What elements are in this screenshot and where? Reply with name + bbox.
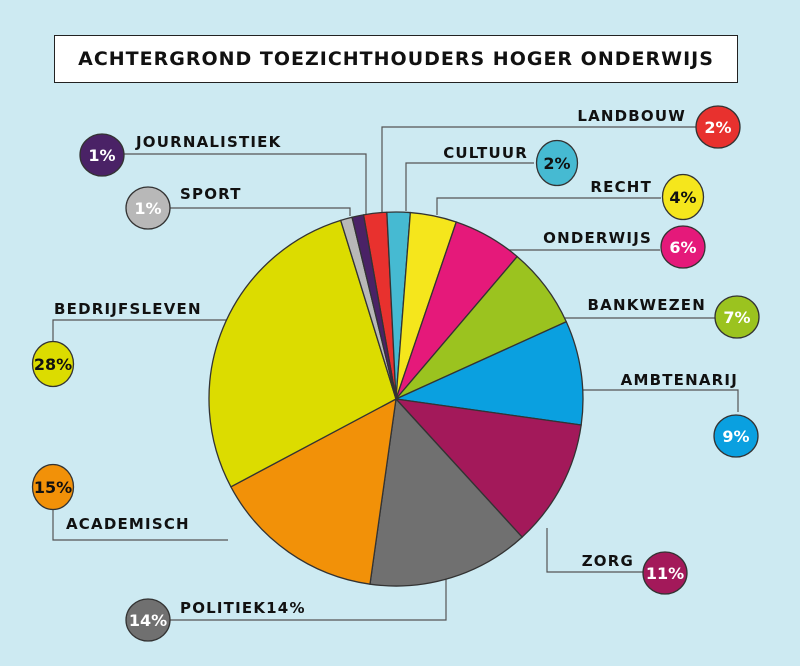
pie-slice-journalistiek [351,214,397,400]
leader-line-academisch [52,510,228,541]
pie-slice-ambtenarij [395,321,584,426]
slice-label-zorg: ZORG [582,552,634,570]
percent-label-journalistiek: 1% [88,146,115,165]
leader-line-politiek14 [170,577,447,621]
percent-label-bankwezen: 7% [723,308,750,327]
slice-labels: LANDBOUW 2% CULTUUR 2% RECHT 4% ONDERWIJS 6% BAN… [31,105,760,642]
percent-badge-ambtenarij [713,414,759,458]
leader-line-recht [436,197,661,215]
chart-title: ACHTERGROND TOEZICHTHOUDERS HOGER ONDERW… [78,48,714,70]
leader-line-cultuur [405,162,534,211]
pie-slices [208,211,584,587]
percent-label-ambtenarij: 9% [722,427,749,446]
pie-slice-bedrijfsleven [208,219,397,488]
pie-slice-academisch [230,398,397,585]
percent-label-academisch: 15% [34,478,72,497]
percent-label-bedrijfsleven: 28% [34,355,72,374]
chart-title-box: ACHTERGROND TOEZICHTHOUDERS HOGER ONDERW… [54,35,738,83]
slice-label-ambtenarij: AMBTENARIJ [621,371,738,389]
percent-badge-journalistiek [79,133,125,177]
percent-label-cultuur: 2% [543,154,570,173]
slice-label-politiek14: POLITIEK14% [180,599,306,617]
percent-badge-landbouw [695,105,741,149]
leader-line-ambtenarij [581,389,739,412]
leader-line-bedrijfsleven [52,319,272,341]
slice-label-bankwezen: BANKWEZEN [588,296,707,314]
percent-badge-cultuur [535,139,579,187]
slice-label-onderwijs: ONDERWIJS [543,229,652,247]
slice-label-recht: RECHT [590,178,652,196]
leader-line-landbouw [381,126,700,212]
percent-label-zorg: 11% [646,564,684,583]
pie-slice-zorg [395,398,582,538]
percent-badge-recht [661,173,705,221]
percent-badge-sport [125,186,171,230]
percent-badge-onderwijs [660,225,706,269]
percent-badge-politiek14 [125,598,171,642]
percent-badge-bankwezen [714,295,760,339]
slice-label-cultuur: CULTUUR [443,144,528,162]
leader-lines [52,126,739,621]
percent-badge-bedrijfsleven [31,340,75,388]
percent-badge-zorg [642,551,688,595]
percent-label-landbouw: 2% [704,118,731,137]
percent-label-onderwijs: 6% [669,238,696,257]
pie-slice-politiek14 [369,398,523,587]
slice-label-bedrijfsleven: BEDRIJFSLEVEN [54,300,202,318]
slice-label-sport: SPORT [180,185,242,203]
percent-label-sport: 1% [134,199,161,218]
leader-line-sport [170,207,351,216]
percent-badge-academisch [31,463,75,511]
leader-line-zorg [546,528,643,573]
slice-label-academisch: ACADEMISCH [66,515,190,533]
leader-line-journalistiek [124,153,367,214]
percent-label-politiek14: 14% [129,611,167,630]
slice-label-journalistiek: JOURNALISTIEK [135,133,282,151]
percent-label-recht: 4% [669,188,696,207]
slice-label-landbouw: LANDBOUW [577,107,686,125]
